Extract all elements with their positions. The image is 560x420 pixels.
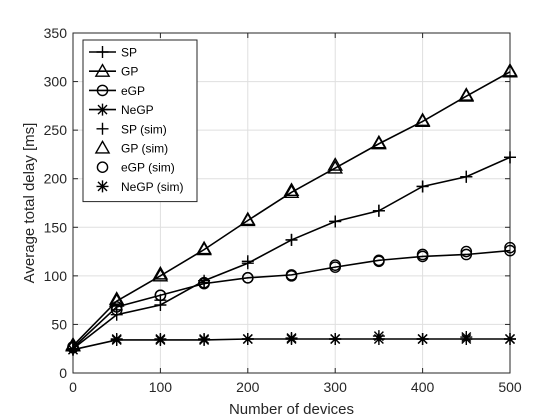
data-point — [154, 289, 167, 302]
legend-item: SP — [89, 46, 137, 60]
data-point — [327, 157, 344, 171]
legend-item: GP (sim) — [94, 139, 168, 156]
data-point — [416, 180, 429, 193]
data-point — [285, 233, 298, 246]
legend-marker — [96, 122, 109, 135]
data-point — [154, 333, 167, 345]
data-point — [198, 276, 210, 289]
legend-label: NeGP — [121, 103, 154, 117]
legend-marker — [96, 161, 109, 173]
legend-item: eGP — [89, 84, 145, 98]
data-point — [196, 240, 212, 255]
legend-marker — [96, 84, 109, 97]
data-point — [504, 241, 516, 254]
data-point — [329, 259, 342, 271]
data-point — [110, 304, 123, 316]
series-negp-sim — [67, 330, 516, 356]
legend-item: NeGP (sim) — [96, 180, 183, 194]
data-point — [327, 160, 344, 174]
series-gp-sim — [65, 62, 518, 351]
data-point — [504, 151, 516, 164]
x-tick-label: 100 — [149, 379, 173, 395]
legend-marker — [94, 139, 111, 154]
y-tick-label: 300 — [44, 74, 68, 90]
legend-label: SP — [121, 46, 137, 60]
x-tick-label: 0 — [69, 379, 77, 395]
y-tick-label: 50 — [51, 316, 67, 332]
data-point — [504, 244, 516, 257]
data-point — [329, 215, 342, 228]
x-axis-label: Number of devices — [229, 401, 354, 418]
data-point — [198, 276, 211, 289]
data-point — [110, 333, 123, 345]
legend-marker — [96, 180, 109, 193]
y-tick-label: 150 — [44, 219, 68, 235]
legend-item: GP — [89, 63, 138, 79]
data-point — [372, 204, 385, 217]
data-point — [504, 333, 516, 345]
ticks: 0 100 200 300 400 500 0 50 100 150 200 250 300 350 — [44, 25, 522, 395]
data-point — [198, 333, 211, 345]
series-line — [72, 71, 511, 347]
data-point — [152, 265, 169, 280]
legend-marker — [94, 63, 111, 77]
data-point — [460, 331, 473, 344]
legend-label: GP (sim) — [121, 142, 168, 156]
data-point — [460, 248, 473, 261]
legend-label: NeGP (sim) — [121, 180, 183, 194]
legend-item: NeGP — [89, 103, 154, 117]
data-point — [502, 62, 518, 77]
x-tick-label: 300 — [324, 379, 348, 395]
data-point — [152, 267, 169, 282]
data-point — [239, 211, 256, 226]
data-point — [241, 333, 254, 345]
series-layer — [65, 62, 518, 356]
legend-item: SP (sim) — [96, 122, 167, 136]
plot-frame — [72, 32, 511, 374]
data-point — [283, 182, 300, 197]
data-point — [241, 255, 254, 268]
data-point — [241, 271, 254, 284]
data-point — [373, 255, 385, 268]
data-point — [110, 303, 123, 316]
y-tick-label: 250 — [44, 122, 68, 138]
data-point — [414, 112, 431, 127]
data-point — [372, 330, 385, 343]
series-sp-sim — [67, 151, 516, 356]
legend-marker — [96, 46, 109, 58]
y-tick-label: 100 — [44, 268, 68, 284]
data-point — [283, 184, 300, 198]
series-line — [72, 249, 511, 349]
x-tick-label: 200 — [236, 379, 260, 395]
data-point — [67, 343, 79, 356]
x-tick-label: 400 — [411, 379, 435, 395]
data-point — [285, 332, 298, 345]
legend-box — [82, 39, 198, 203]
y-axis-label: Average total delay [ms] — [21, 123, 38, 284]
y-tick-label: 200 — [44, 171, 68, 187]
data-point — [416, 333, 429, 345]
data-point — [460, 245, 473, 258]
data-point — [460, 170, 473, 183]
legend-marker — [96, 103, 109, 116]
legend: SP GP eGP NeGP SP (sim) GP (sim) eGP (sim) NeGP… — [82, 39, 198, 203]
x-tick-label: 500 — [498, 379, 522, 395]
data-point — [371, 134, 387, 149]
y-tick-label: 0 — [59, 365, 67, 381]
legend-label: GP — [121, 65, 138, 79]
data-point — [329, 333, 342, 345]
legend-label: SP (sim) — [121, 122, 167, 136]
data-point — [285, 270, 298, 282]
series-egp-sim — [67, 241, 516, 353]
legend-label: eGP — [121, 84, 145, 98]
legend-label: eGP (sim) — [121, 161, 175, 175]
data-point — [416, 248, 429, 261]
data-point — [458, 87, 475, 101]
y-tick-label: 350 — [44, 25, 68, 41]
legend-item: eGP (sim) — [96, 161, 175, 175]
